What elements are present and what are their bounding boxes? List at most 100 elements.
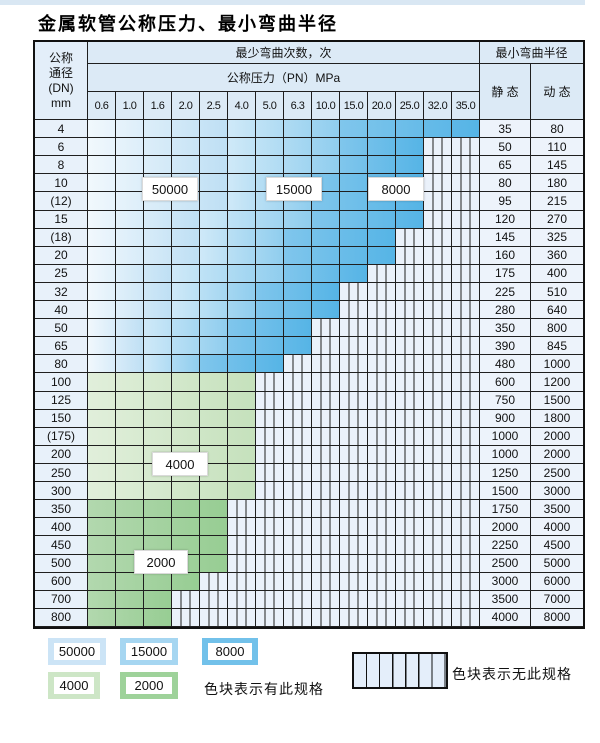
- dn-cell: 800: [35, 608, 88, 627]
- spec-unavailable-hatch-cell: [396, 409, 424, 428]
- spec-available-cell: [256, 246, 284, 265]
- dynamic-radius-cell: 110: [531, 138, 583, 157]
- spec-available-cell: [228, 228, 256, 247]
- spec-unavailable-hatch-cell: [312, 590, 340, 609]
- dn-cell: 700: [35, 590, 88, 609]
- table-row: 500 2500 5000: [35, 554, 583, 573]
- spec-unavailable-hatch-cell: [396, 536, 424, 555]
- spec-available-cell: [200, 264, 228, 283]
- spec-unavailable-hatch-cell: [256, 500, 284, 519]
- spec-unavailable-hatch-cell: [368, 301, 396, 320]
- spec-available-cell: [228, 445, 256, 465]
- spec-available-cell: [312, 210, 340, 229]
- pressure-column-header: 5.0: [256, 92, 284, 120]
- static-radius-cell: 1750: [480, 500, 531, 519]
- spec-available-cell: [200, 337, 228, 356]
- spec-available-cell: [172, 391, 200, 410]
- pressure-column-header: 15.0: [340, 92, 368, 120]
- spec-unavailable-hatch-cell: [396, 391, 424, 410]
- table-row: (175) 1000 2000: [35, 427, 583, 446]
- dynamic-radius-cell: 215: [531, 192, 583, 211]
- legend-swatch-g4: 4000: [48, 672, 100, 699]
- spec-available-cell: [284, 138, 312, 157]
- spec-unavailable-hatch-cell: [424, 355, 452, 374]
- spec-unavailable-hatch-cell: [452, 536, 480, 555]
- spec-unavailable-hatch-cell: [368, 427, 396, 446]
- spec-available-cell: [340, 210, 368, 229]
- spec-unavailable-hatch-cell: [424, 192, 452, 211]
- pressure-column-header: 2.5: [200, 92, 228, 120]
- spec-unavailable-hatch-cell: [256, 445, 284, 465]
- spec-unavailable-hatch-cell: [284, 500, 312, 519]
- spec-unavailable-hatch-cell: [424, 427, 452, 446]
- dynamic-radius-cell: 400: [531, 264, 583, 283]
- spec-available-cell: [116, 518, 144, 537]
- spec-unavailable-hatch-cell: [424, 536, 452, 555]
- spec-available-cell: [172, 228, 200, 247]
- dynamic-radius-cell: 325: [531, 228, 583, 247]
- spec-unavailable-hatch-cell: [452, 192, 480, 211]
- static-radius-cell: 2500: [480, 554, 531, 573]
- spec-available-cell: [200, 156, 228, 175]
- dynamic-radius-cell: 2000: [531, 445, 583, 465]
- spec-available-cell: [200, 427, 228, 446]
- spec-available-cell: [228, 373, 256, 392]
- spec-unavailable-hatch-cell: [424, 319, 452, 338]
- spec-available-cell: [256, 337, 284, 356]
- zone-cycles-label-z15: 15000: [266, 177, 322, 201]
- dn-cell: 8: [35, 156, 88, 175]
- table-row: 350 1750 3500: [35, 500, 583, 519]
- spec-available-cell: [88, 156, 116, 175]
- bend-cycles-header: 最少弯曲次数，次: [88, 42, 480, 64]
- spec-unavailable-hatch-cell: [424, 337, 452, 356]
- spec-available-cell: [368, 246, 396, 265]
- dn-cell: 32: [35, 282, 88, 302]
- spec-available-cell: [312, 156, 340, 175]
- spec-available-cell: [88, 391, 116, 410]
- legend-swatch-z8: 8000: [202, 638, 258, 665]
- spec-available-cell: [144, 391, 172, 410]
- static-radius-cell: 280: [480, 301, 531, 320]
- spec-unavailable-hatch-cell: [424, 264, 452, 283]
- spec-unavailable-hatch-cell: [396, 445, 424, 465]
- spec-available-cell: [172, 319, 200, 338]
- spec-unavailable-hatch-cell: [452, 608, 480, 627]
- spec-available-cell: [88, 590, 116, 609]
- spec-unavailable-hatch-cell: [340, 554, 368, 573]
- spec-unavailable-hatch-cell: [368, 608, 396, 627]
- spec-available-cell: [228, 210, 256, 229]
- spec-unavailable-hatch-cell: [424, 572, 452, 591]
- spec-unavailable-hatch-cell: [368, 536, 396, 555]
- spec-available-cell: [172, 409, 200, 428]
- spec-unavailable-hatch-cell: [368, 319, 396, 338]
- spec-unavailable-hatch-cell: [396, 264, 424, 283]
- spec-available-cell: [144, 500, 172, 519]
- spec-unavailable-hatch-cell: [396, 500, 424, 519]
- spec-available-cell: [340, 120, 368, 139]
- spec-unavailable-hatch-cell: [312, 355, 340, 374]
- spec-available-cell: [200, 246, 228, 265]
- spec-unavailable-hatch-cell: [228, 500, 256, 519]
- spec-available-cell: [200, 192, 228, 211]
- spec-unavailable-hatch-cell: [340, 319, 368, 338]
- dn-cell: 80: [35, 355, 88, 374]
- spec-unavailable-hatch-cell: [228, 554, 256, 573]
- spec-unavailable-hatch-cell: [340, 608, 368, 627]
- spec-unavailable-hatch-cell: [452, 246, 480, 265]
- spec-available-cell: [284, 301, 312, 320]
- spec-available-cell: [200, 138, 228, 157]
- spec-unavailable-hatch-cell: [340, 409, 368, 428]
- spec-available-cell: [144, 228, 172, 247]
- spec-unavailable-hatch-cell: [452, 554, 480, 573]
- spec-unavailable-hatch-cell: [396, 482, 424, 501]
- spec-unavailable-hatch-cell: [284, 391, 312, 410]
- dn-cell: 450: [35, 536, 88, 555]
- spec-unavailable-hatch-cell: [452, 482, 480, 501]
- spec-unavailable-hatch-cell: [340, 518, 368, 537]
- spec-available-cell: [200, 554, 228, 573]
- spec-unavailable-hatch-cell: [340, 590, 368, 609]
- spec-available-cell: [200, 319, 228, 338]
- table-row: 125 750 1500: [35, 391, 583, 410]
- spec-available-cell: [172, 138, 200, 157]
- spec-unavailable-hatch-cell: [396, 228, 424, 247]
